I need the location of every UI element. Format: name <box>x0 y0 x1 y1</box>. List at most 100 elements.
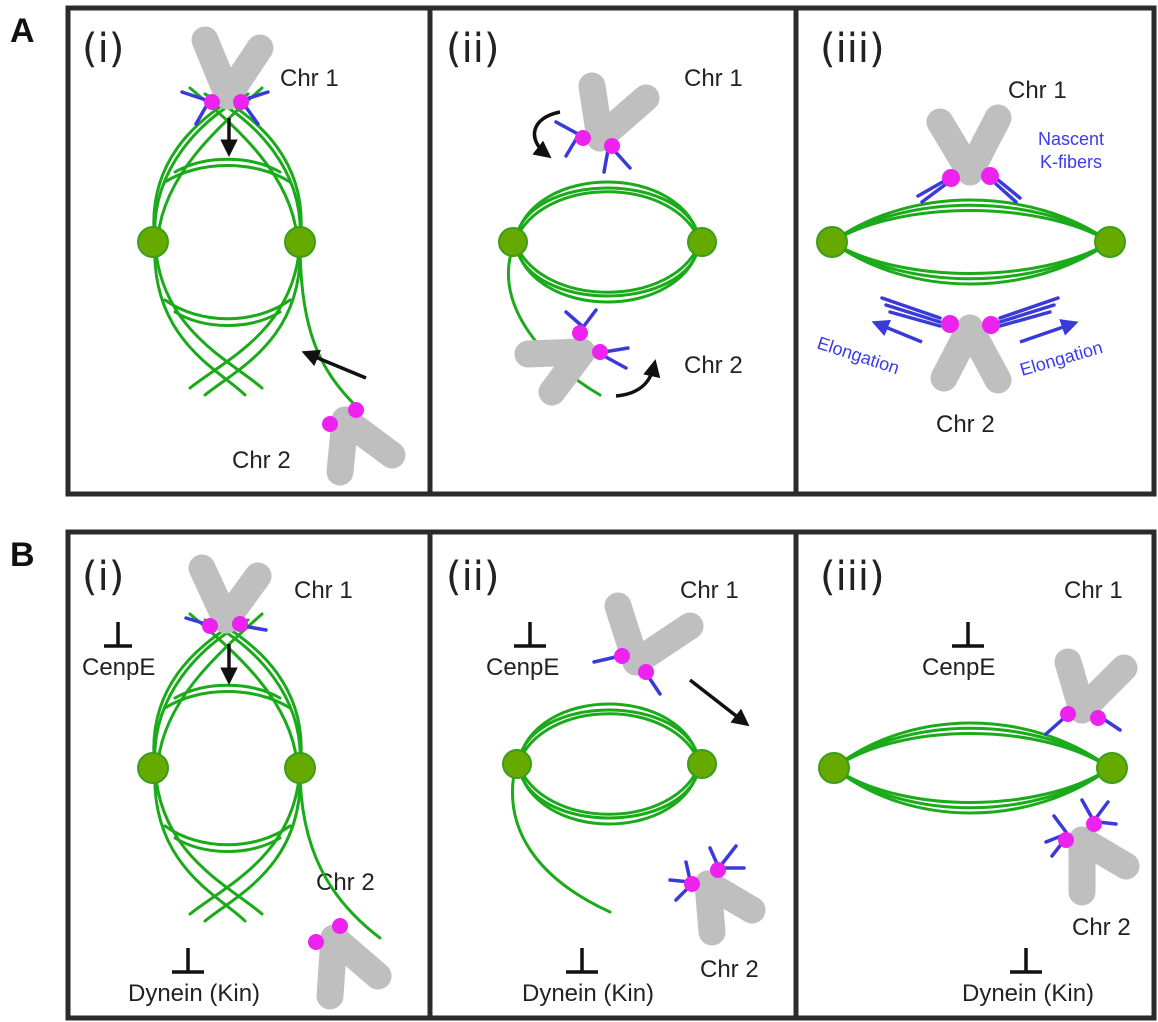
microtubule <box>173 310 282 327</box>
spindle <box>498 180 717 397</box>
microtubule <box>511 762 612 914</box>
chromatid <box>694 870 766 924</box>
microtubule <box>153 766 247 923</box>
kinetochore <box>941 315 959 333</box>
k-fiber <box>916 178 948 198</box>
k-fiber <box>996 178 1022 200</box>
k-fiber <box>1094 800 1110 820</box>
section-b-letter: B <box>10 536 35 574</box>
chromatid <box>956 314 1012 394</box>
chr2-label: Chr 2 <box>684 352 743 379</box>
kinetochore <box>592 344 608 360</box>
k-fiber <box>602 354 628 370</box>
microtubule <box>830 209 1112 244</box>
microtubule <box>832 766 1112 810</box>
k-fiber <box>920 182 948 204</box>
arrow-right-icon <box>1019 319 1079 344</box>
chr2-label: Chr 2 <box>316 869 375 896</box>
spindle-pole <box>284 752 316 784</box>
microtubule <box>153 240 264 390</box>
microtubule <box>516 712 702 766</box>
spindle-pole <box>137 752 169 784</box>
microtubule <box>832 732 1112 770</box>
panel-numeral: (i) <box>82 26 124 72</box>
panel-a-ii: (ii) Chr 1 Chr 2 <box>427 5 799 497</box>
chromosome-1 <box>180 26 274 126</box>
arrow-left-icon <box>301 349 367 380</box>
chromosome-2 <box>514 308 630 406</box>
spindle-pole <box>687 749 717 779</box>
chr2-label: Chr 2 <box>232 447 291 474</box>
kinetochore <box>638 664 654 680</box>
microtubule <box>188 766 302 916</box>
k-fiber <box>998 296 1060 320</box>
spindle <box>816 198 1126 286</box>
microtubule <box>173 836 282 853</box>
chr2-label: Chr 2 <box>700 956 759 983</box>
microtubule <box>506 240 602 397</box>
microtubule <box>163 164 292 184</box>
k-fiber <box>564 310 584 328</box>
microtubule <box>516 762 702 820</box>
panel-frame <box>793 5 1157 497</box>
k-fiber <box>1080 798 1094 820</box>
microtubule <box>173 683 282 700</box>
microtubule <box>163 298 292 321</box>
microtubule <box>516 708 702 766</box>
microtubule <box>830 203 1112 244</box>
microtubule <box>830 240 1112 286</box>
k-fiber <box>582 308 598 328</box>
spindle-pole <box>687 227 717 257</box>
chr1-label: Chr 1 <box>684 65 743 92</box>
kinetochore <box>614 648 630 664</box>
spindle-pole <box>284 226 316 258</box>
microtubule <box>832 766 1112 804</box>
microtubule <box>832 766 1112 815</box>
k-fiber <box>998 303 1056 324</box>
microtubule <box>298 766 382 940</box>
chromatid <box>538 338 596 406</box>
k-fibers-label: K-fibers <box>1040 152 1102 172</box>
kinetochore <box>1086 816 1102 832</box>
spindle-pole <box>816 226 848 258</box>
microtubule <box>513 186 702 244</box>
panel-b-ii: (ii) Chr 1 Chr 2 CenpE Dynein (Kin) <box>427 529 799 1021</box>
dynein-label: Dynein (Kin) <box>962 980 1094 1007</box>
panel-numeral: (iii) <box>820 554 885 600</box>
chromosome-1 <box>554 72 660 174</box>
dynein-label: Dynein (Kin) <box>128 980 260 1007</box>
microtubule <box>830 198 1112 244</box>
arrow-left-icon <box>871 319 923 344</box>
microtubule <box>516 762 702 816</box>
microtubule <box>153 766 264 916</box>
chr1-label: Chr 1 <box>680 577 739 604</box>
kinetochore <box>202 618 218 634</box>
chromosome-1 <box>1044 648 1138 736</box>
cenpe-label: CenpE <box>82 654 155 681</box>
elongation-left-label: Elongation <box>815 333 902 378</box>
microtubule <box>513 240 702 294</box>
chr1-label: Chr 1 <box>1064 577 1123 604</box>
microtubule <box>830 240 1112 281</box>
microtubule <box>173 157 282 174</box>
k-fiber <box>646 674 662 696</box>
chromatid <box>331 406 406 469</box>
k-fiber <box>998 310 1052 328</box>
kinetochore <box>322 416 338 432</box>
microtubule <box>163 690 292 710</box>
arrow-right-icon <box>688 678 750 727</box>
nascent-label: Nascent <box>1038 129 1104 149</box>
microtubule <box>513 180 702 244</box>
panel-numeral: (i) <box>82 554 124 600</box>
chr1-label: Chr 1 <box>294 577 353 604</box>
chr2-label: Chr 2 <box>936 411 995 438</box>
microtubule <box>203 240 302 397</box>
kinetochore <box>1060 706 1076 722</box>
spindle-pole <box>1094 226 1126 258</box>
chr1-label: Chr 1 <box>1008 77 1067 104</box>
k-fiber <box>602 148 610 174</box>
chromatid <box>622 612 704 676</box>
spindle-pole <box>498 227 528 257</box>
kinetochore <box>942 169 960 187</box>
spindle <box>502 702 717 914</box>
